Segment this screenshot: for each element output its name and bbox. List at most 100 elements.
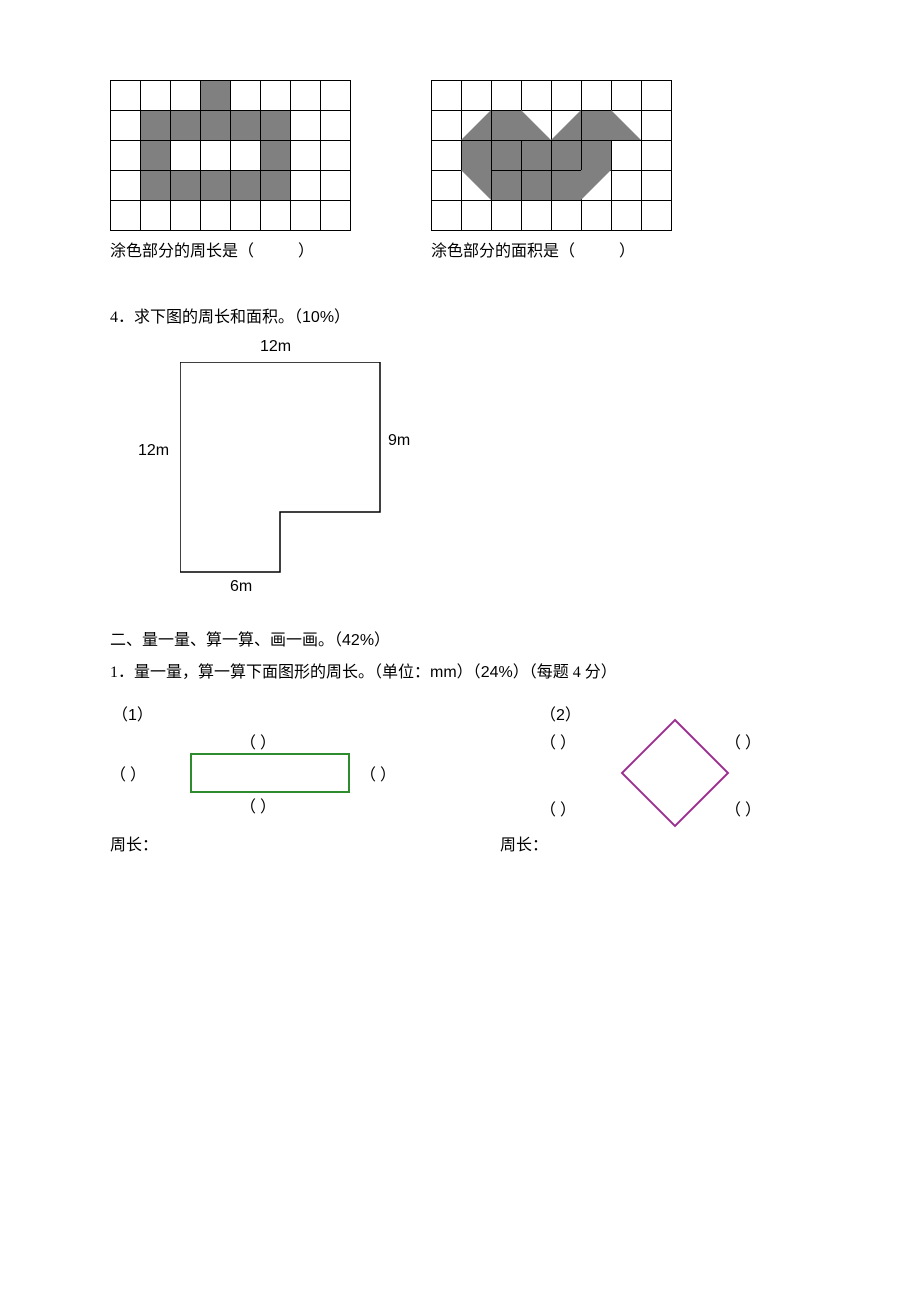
sub1-mid: ）（	[457, 664, 481, 681]
grid-cell	[111, 111, 141, 141]
grid-cell	[171, 171, 201, 201]
fig2-tr-paren: （ ）	[725, 731, 761, 757]
grid-cell	[612, 201, 642, 231]
grid-cell	[462, 201, 492, 231]
grid-cell	[492, 111, 522, 141]
grid-cell	[642, 171, 672, 201]
grid-cell	[291, 111, 321, 141]
sub1-pct: 24%	[481, 664, 513, 681]
grid-cell	[582, 81, 612, 111]
left-caption-prefix: 涂色部分的周长是（	[110, 243, 254, 260]
fig2-id-label: （2）	[540, 703, 581, 729]
grid-cell	[261, 171, 291, 201]
fig2-perimeter-label: 周长：	[500, 833, 548, 859]
grid-cell	[462, 141, 492, 171]
grid-cell	[321, 81, 351, 111]
grid-cell	[171, 111, 201, 141]
grid-cell	[321, 171, 351, 201]
grid-cell	[462, 111, 492, 141]
grid-cell	[642, 81, 672, 111]
grid-cell	[552, 111, 582, 141]
grid-cell	[321, 141, 351, 171]
grid-cell	[612, 171, 642, 201]
grid-cell	[111, 81, 141, 111]
grid-cell	[111, 171, 141, 201]
right-caption-prefix: 涂色部分的面积是（	[431, 243, 575, 260]
fig1-right-paren: （ ）	[360, 763, 396, 789]
right-grid-block: 涂色部分的面积是（ ）	[431, 80, 672, 265]
grid-cell	[522, 111, 552, 141]
grid-cell	[492, 171, 522, 201]
grid-cell	[582, 171, 612, 201]
fig1-id: 1	[128, 707, 137, 724]
fig2-id: 2	[556, 707, 565, 724]
grid-cell	[171, 201, 201, 231]
fig2-br-paren: （ ）	[725, 798, 761, 824]
sec2-title-suffix: ）	[374, 632, 390, 649]
q4-title-prefix: 4．求下图的周长和面积。（	[110, 309, 302, 326]
sec2-title-prefix: 二、量一量、算一算、画一画。（	[110, 632, 342, 649]
grid-cell	[612, 111, 642, 141]
grid-cell	[141, 81, 171, 111]
grid-cell	[522, 81, 552, 111]
grid-cell	[432, 141, 462, 171]
grid-cell	[552, 141, 582, 171]
grid-cell	[552, 171, 582, 201]
grid-cell	[432, 81, 462, 111]
grid-cell	[141, 171, 171, 201]
fig1-left-paren: （ ）	[110, 763, 146, 789]
lshape-left-label: 12m	[138, 438, 169, 464]
grid-cell	[582, 141, 612, 171]
fig1-top-paren: （ ）	[240, 731, 276, 757]
grid-cell	[642, 201, 672, 231]
grid-cell	[201, 201, 231, 231]
fig1-id-label: （1）	[112, 703, 153, 729]
grid-cell	[321, 201, 351, 231]
lshape-right-label: 9m	[388, 428, 410, 454]
grid-cell	[552, 81, 582, 111]
sec2-title-pct: 42%	[342, 632, 374, 649]
fig2-diamond	[620, 718, 730, 828]
grid-cell	[231, 111, 261, 141]
measure-row: （1） （ ） （ ） （ ） （ ） 周长： （2） （ ） （ ） （ ） …	[110, 703, 810, 873]
lshape-svg	[180, 362, 390, 582]
grid-cell	[612, 141, 642, 171]
grid-cell	[141, 201, 171, 231]
grid-cell	[231, 81, 261, 111]
grid-cell	[261, 81, 291, 111]
grid-cell	[201, 81, 231, 111]
grid-cell	[231, 171, 261, 201]
grid-cell	[141, 141, 171, 171]
grid-cell	[321, 111, 351, 141]
left-caption-blank	[262, 243, 294, 260]
grid-cell	[261, 141, 291, 171]
grid-cell	[642, 111, 672, 141]
lshape-top-label: 12m	[260, 334, 291, 360]
q4-title-suffix: ）	[334, 309, 350, 326]
grid-cell	[261, 111, 291, 141]
grids-row: 涂色部分的周长是（ ） 涂色部分的面积是（ ）	[110, 80, 810, 265]
lshape-figure: 12m 12m 9m 6m	[140, 338, 420, 598]
grid-cell	[201, 111, 231, 141]
figure-1: （1） （ ） （ ） （ ） （ ） 周长：	[110, 703, 420, 873]
left-grid-block: 涂色部分的周长是（ ）	[110, 80, 351, 265]
fig1-bottom-paren: （ ）	[240, 795, 276, 821]
section2-title: 二、量一量、算一算、画一画。（42%）	[110, 628, 810, 654]
grid-cell	[171, 141, 201, 171]
q4-title: 4．求下图的周长和面积。（10%）	[110, 305, 810, 331]
grid-cell	[231, 201, 261, 231]
grid-cell	[432, 111, 462, 141]
fig2-tl-paren: （ ）	[540, 731, 576, 757]
grid-cell	[291, 201, 321, 231]
grid-cell	[171, 81, 201, 111]
grid-cell	[462, 81, 492, 111]
sub1-unit: mm	[430, 664, 457, 681]
sub1-prefix: 1．量一量，算一算下面图形的周长。（单位：	[110, 664, 430, 681]
grid-cell	[612, 81, 642, 111]
grid-cell	[582, 111, 612, 141]
fig1-perimeter-label: 周长：	[110, 833, 158, 859]
right-caption-blank	[583, 243, 615, 260]
grid-right	[431, 80, 672, 231]
right-grid-caption: 涂色部分的面积是（ ）	[431, 239, 635, 265]
grid-cell	[201, 141, 231, 171]
